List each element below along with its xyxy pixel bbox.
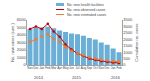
- svg-text:0: 0: [123, 62, 126, 67]
- svg-text:1000: 1000: [123, 50, 133, 55]
- svg-text:Sep: Sep: [87, 66, 93, 70]
- svg-text:No. new health facilities: No. new health facilities: [67, 3, 104, 7]
- svg-text:2500: 2500: [123, 30, 133, 35]
- svg-text:Oct: Oct: [93, 66, 98, 70]
- svg-text:500: 500: [123, 56, 130, 61]
- svg-text:3000: 3000: [123, 24, 133, 29]
- svg-text:May: May: [63, 66, 69, 70]
- svg-text:3500: 3500: [123, 17, 133, 22]
- svg-text:Feb: Feb: [116, 66, 122, 70]
- svg-text:Apr: Apr: [57, 66, 62, 70]
- svg-text:5000: 5000: [17, 25, 27, 30]
- svg-text:Mar: Mar: [51, 66, 56, 70]
- svg-text:No. new observed cases: No. new observed cases: [67, 8, 106, 12]
- svg-text:No. new estimated cases: No. new estimated cases: [67, 13, 106, 17]
- svg-text:Dec: Dec: [104, 66, 110, 70]
- svg-text:2015: 2015: [72, 75, 82, 80]
- svg-text:Aug: Aug: [81, 66, 87, 70]
- svg-text:Cumulative no. cases: Cumulative no. cases: [134, 23, 139, 61]
- svg-text:1000: 1000: [17, 55, 27, 60]
- svg-text:6000: 6000: [17, 17, 27, 22]
- svg-text:No. new cases (cum.): No. new cases (cum.): [10, 22, 15, 61]
- svg-text:2014: 2014: [34, 75, 44, 80]
- svg-text:Feb: Feb: [45, 66, 51, 70]
- svg-text:Jul: Jul: [76, 66, 80, 70]
- svg-text:4000: 4000: [17, 32, 27, 37]
- svg-text:2016: 2016: [111, 75, 121, 80]
- svg-text:Nov: Nov: [27, 66, 33, 70]
- svg-text:Dec: Dec: [33, 66, 39, 70]
- svg-text:Nov: Nov: [99, 66, 105, 70]
- svg-text:Jan: Jan: [111, 66, 116, 70]
- svg-text:2000: 2000: [123, 37, 133, 42]
- svg-text:1500: 1500: [123, 43, 133, 48]
- svg-text:Jun: Jun: [69, 66, 74, 70]
- svg-text:Jan: Jan: [39, 66, 44, 70]
- svg-text:2000: 2000: [17, 47, 27, 52]
- svg-text:0: 0: [23, 62, 26, 67]
- svg-text:3000: 3000: [17, 40, 27, 45]
